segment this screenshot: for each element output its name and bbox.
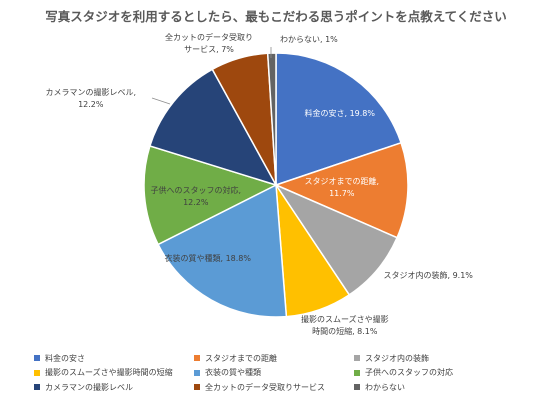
slice-label: 料金の安さ, 19.8% — [304, 109, 376, 118]
pie-slice — [273, 141, 409, 239]
legend-label: 全カットのデータ受取りサービス — [205, 382, 325, 392]
slice-label: カメラマンの撮影レベル, 12.2% — [45, 88, 137, 109]
slice-label: スタジオ内の装飾, 9.1% — [383, 271, 473, 280]
legend-item: スタジオまでの距離 — [194, 353, 354, 364]
legend-item: スタジオ内の装飾 — [354, 353, 514, 364]
legend-label: 料金の安さ — [45, 353, 85, 363]
slice-label: わからない, 1% — [280, 35, 338, 44]
slice-label: 子供へのスタッフの対応, 12.2% — [150, 186, 242, 207]
legend-label: 撮影のスムーズさや撮影時間の短縮 — [45, 368, 173, 378]
pie-slice — [157, 183, 288, 318]
legend-swatch — [354, 355, 360, 362]
legend-swatch — [34, 384, 40, 391]
chart-title: 写真スタジオを利用するとしたら、最もこだわる思うポイントを点教えてください — [45, 9, 507, 24]
legend-swatch — [34, 355, 40, 362]
legend: 料金の安さ スタジオまでの距離 スタジオ内の装飾 撮影のスムーズさや撮影時間の短… — [34, 351, 534, 395]
legend-label: 衣装の質や種類 — [205, 368, 261, 378]
pie-slice — [266, 52, 277, 186]
slice-label: 全カットのデータ受取り サービス, 7% — [165, 33, 253, 54]
pie-slice — [143, 145, 278, 246]
legend-item: 子供へのスタッフの対応 — [354, 367, 514, 378]
legend-swatch — [354, 384, 360, 391]
pie-chart — [143, 47, 409, 318]
pie-slice — [275, 52, 403, 187]
legend-swatch — [354, 369, 360, 376]
slice-label: スタジオまでの距離, 11.7% — [304, 177, 380, 198]
slice-label: 衣装の質や種類, 18.8% — [164, 254, 252, 263]
legend-swatch — [34, 369, 40, 376]
leader-line — [151, 97, 171, 105]
legend-item: わからない — [354, 382, 514, 393]
legend-item: カメラマンの撮影レベル — [34, 382, 194, 393]
legend-label: スタジオまでの距離 — [205, 353, 277, 363]
pie-slice — [148, 68, 278, 187]
legend-label: スタジオ内の装飾 — [365, 353, 429, 363]
legend-item: 全カットのデータ受取りサービス — [194, 382, 354, 393]
legend-label: わからない — [365, 382, 405, 392]
legend-item: 衣装の質や種類 — [194, 367, 354, 378]
legend-item: 撮影のスムーズさや撮影時間の短縮 — [34, 367, 194, 378]
slice-label: 撮影のスムーズさや撮影 時間の短縮, 8.1% — [301, 315, 389, 336]
legend-swatch — [194, 369, 200, 376]
legend-label: 子供へのスタッフの対応 — [365, 368, 453, 378]
legend-item: 料金の安さ — [34, 353, 194, 364]
legend-swatch — [194, 355, 200, 362]
legend-label: カメラマンの撮影レベル — [45, 382, 133, 392]
legend-swatch — [194, 384, 200, 391]
